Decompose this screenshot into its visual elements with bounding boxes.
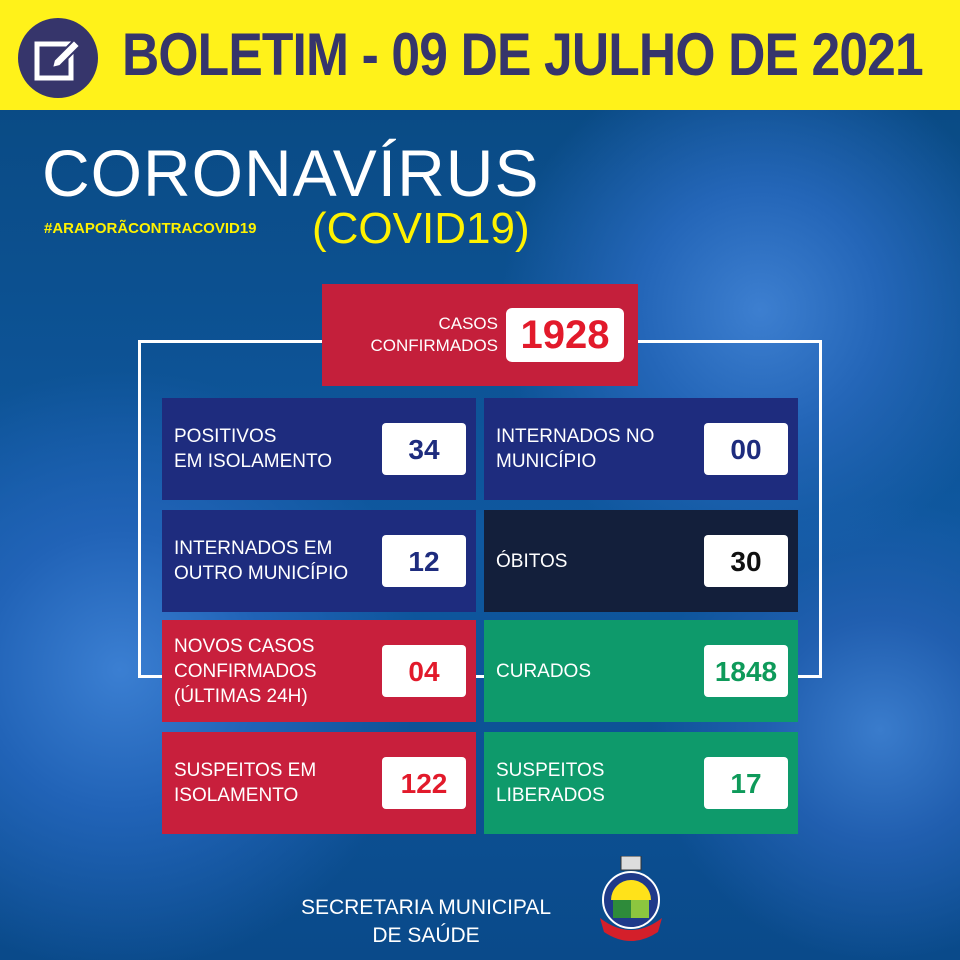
stat-value: 34 (382, 423, 466, 475)
total-cases-label: CASOS CONFIRMADOS (371, 313, 499, 357)
total-cases-card: CASOS CONFIRMADOS 1928 (322, 284, 638, 386)
stat-value: 122 (382, 757, 466, 809)
label-line: CONFIRMADOS (370, 336, 499, 355)
stat-label-line: SUSPEITOS (496, 760, 605, 781)
stat-card: POSITIVOS EM ISOLAMENTO 34 (162, 398, 476, 500)
stat-card: NOVOS CASOS CONFIRMADOS (ÚLTIMAS 24H) 04 (162, 620, 476, 722)
stat-label: POSITIVOS EM ISOLAMENTO (174, 424, 332, 474)
stat-card: ÓBITOS 30 (484, 510, 798, 612)
stat-label: INTERNADOS EM OUTRO MUNICÍPIO (174, 536, 348, 586)
municipal-seal-logo (596, 855, 666, 951)
stat-label: SUSPEITOS EM ISOLAMENTO (174, 758, 316, 808)
stat-label: ÓBITOS (496, 549, 567, 574)
stat-label-line: CURADOS (496, 660, 592, 682)
footer-line: SECRETARIA MUNICIPAL (300, 896, 552, 919)
stat-label-line: SUSPEITOS EM (174, 760, 317, 781)
footer-secretaria: SECRETARIA MUNICIPAL DE SAÚDE (270, 894, 582, 950)
stat-label-line: INTERNADOS EM (174, 538, 333, 559)
label-line: CASOS (438, 314, 498, 333)
stat-card: SUSPEITOS EM ISOLAMENTO 122 (162, 732, 476, 834)
virus-background (0, 110, 960, 960)
stat-label-line: EM ISOLAMENTO (174, 451, 333, 472)
stat-card: SUSPEITOS LIBERADOS 17 (484, 732, 798, 834)
stat-value: 12 (382, 535, 466, 587)
total-cases-value: 1928 (506, 308, 624, 362)
stat-value: 17 (704, 757, 788, 809)
stat-label: INTERNADOS NO MUNICÍPIO (496, 424, 654, 474)
stat-label-line: LIBERADOS (496, 785, 605, 806)
edit-icon (18, 18, 98, 98)
stat-card: CURADOS 1848 (484, 620, 798, 722)
stat-label-line: POSITIVOS (174, 426, 277, 447)
stat-label-line: MUNICÍPIO (496, 451, 597, 472)
stat-label-line: NOVOS CASOS (174, 635, 315, 657)
hero-subtitle: (COVID19) (312, 204, 530, 253)
hero-title: CORONAVÍRUS (42, 136, 540, 210)
stat-label-line: ISOLAMENTO (174, 785, 299, 806)
stat-label-line: INTERNADOS NO (496, 426, 655, 447)
page-title: BOLETIM - 09 DE JULHO DE 2021 (122, 21, 924, 88)
stat-card: INTERNADOS EM OUTRO MUNICÍPIO 12 (162, 510, 476, 612)
stat-label: CURADOS (496, 659, 591, 684)
stat-value: 00 (704, 423, 788, 475)
stat-label-line: (ÚLTIMAS 24H) (174, 685, 308, 707)
stat-card: INTERNADOS NO MUNICÍPIO 00 (484, 398, 798, 500)
stat-label: SUSPEITOS LIBERADOS (496, 758, 605, 808)
stat-label: NOVOS CASOS CONFIRMADOS (ÚLTIMAS 24H) (174, 634, 317, 709)
hashtag: #ARAPORÃCONTRACOVID19 (44, 220, 257, 237)
footer-line: DE SAÚDE (372, 924, 480, 947)
stat-label-line: CONFIRMADOS (174, 660, 317, 682)
stat-label-line: OUTRO MUNICÍPIO (174, 563, 349, 584)
stat-value: 04 (382, 645, 466, 697)
stat-value: 1848 (704, 645, 788, 697)
stat-value: 30 (704, 535, 788, 587)
stat-label-line: ÓBITOS (496, 550, 568, 572)
header-banner: BOLETIM - 09 DE JULHO DE 2021 (0, 0, 960, 110)
